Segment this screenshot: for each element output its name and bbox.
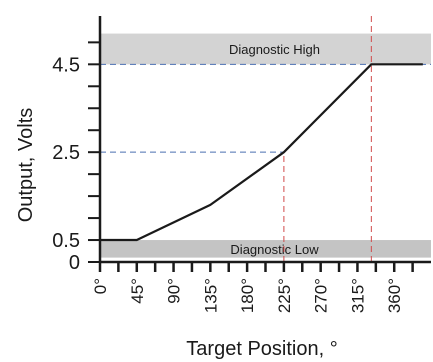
x-tick-label: 45° (128, 278, 147, 304)
y-tick-label: 0.5 (52, 230, 80, 252)
y-tick-label: 0 (69, 252, 80, 274)
x-tick-label: 315° (348, 278, 367, 313)
x-tick-label: 180° (238, 278, 257, 313)
bands-layer: Diagnostic High Diagnostic Low (100, 33, 431, 258)
x-tick-label: 270° (312, 278, 331, 313)
band-label-diagnostic-high: Diagnostic High (229, 42, 320, 57)
tick-labels-layer: 00.5 2.5 4.5 0° 45° 90° 135° 180° 225° 270° 315° 36… (52, 54, 404, 313)
x-tick-label: 90° (165, 278, 184, 304)
series-layer (100, 63, 423, 242)
x-tick-label: 135° (201, 278, 220, 313)
x-tick-label: 360° (385, 278, 404, 313)
y-axis-title: Output, Volts (15, 108, 37, 223)
y-tick-label: 2.5 (52, 142, 80, 164)
series-line-0 (100, 63, 423, 242)
x-axis-title: Target Position, ° (186, 338, 337, 360)
x-tick-label: 0° (91, 278, 110, 294)
band-diagnostic-high (100, 33, 431, 65)
band-label-diagnostic-low: Diagnostic Low (230, 242, 319, 257)
x-tick-label: 225° (275, 278, 294, 313)
y-tick-label: 4.5 (52, 54, 80, 76)
band-diagnostic-low (100, 240, 431, 258)
ticks-layer (88, 41, 414, 272)
